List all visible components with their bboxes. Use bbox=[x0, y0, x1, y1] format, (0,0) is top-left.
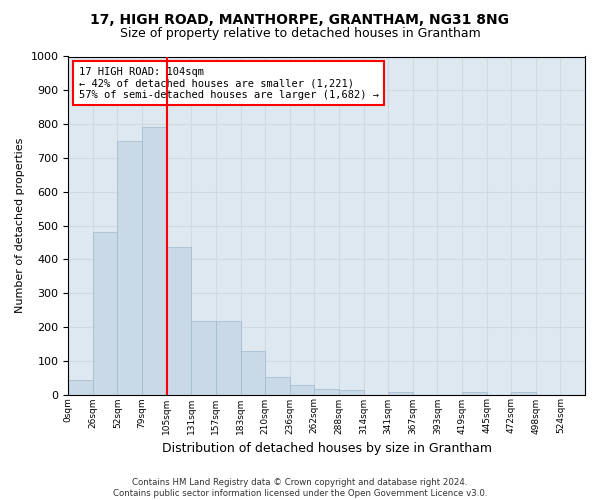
Bar bbox=[142, 128, 167, 394]
Bar bbox=[241, 350, 265, 395]
Text: Size of property relative to detached houses in Grantham: Size of property relative to detached ho… bbox=[119, 28, 481, 40]
X-axis label: Distribution of detached houses by size in Grantham: Distribution of detached houses by size … bbox=[161, 442, 491, 455]
Bar bbox=[388, 392, 413, 394]
Y-axis label: Number of detached properties: Number of detached properties bbox=[15, 138, 25, 313]
Bar bbox=[462, 392, 487, 394]
Bar bbox=[93, 232, 118, 394]
Text: 17, HIGH ROAD, MANTHORPE, GRANTHAM, NG31 8NG: 17, HIGH ROAD, MANTHORPE, GRANTHAM, NG31… bbox=[91, 12, 509, 26]
Bar bbox=[511, 392, 536, 394]
Bar bbox=[191, 321, 216, 394]
Bar bbox=[339, 390, 364, 394]
Bar bbox=[167, 248, 191, 394]
Bar bbox=[265, 377, 290, 394]
Text: 17 HIGH ROAD: 104sqm
← 42% of detached houses are smaller (1,221)
57% of semi-de: 17 HIGH ROAD: 104sqm ← 42% of detached h… bbox=[79, 66, 379, 100]
Bar bbox=[118, 141, 142, 395]
Bar bbox=[290, 385, 314, 394]
Text: Contains HM Land Registry data © Crown copyright and database right 2024.
Contai: Contains HM Land Registry data © Crown c… bbox=[113, 478, 487, 498]
Bar bbox=[68, 380, 93, 394]
Bar bbox=[314, 390, 339, 394]
Bar bbox=[216, 321, 241, 394]
